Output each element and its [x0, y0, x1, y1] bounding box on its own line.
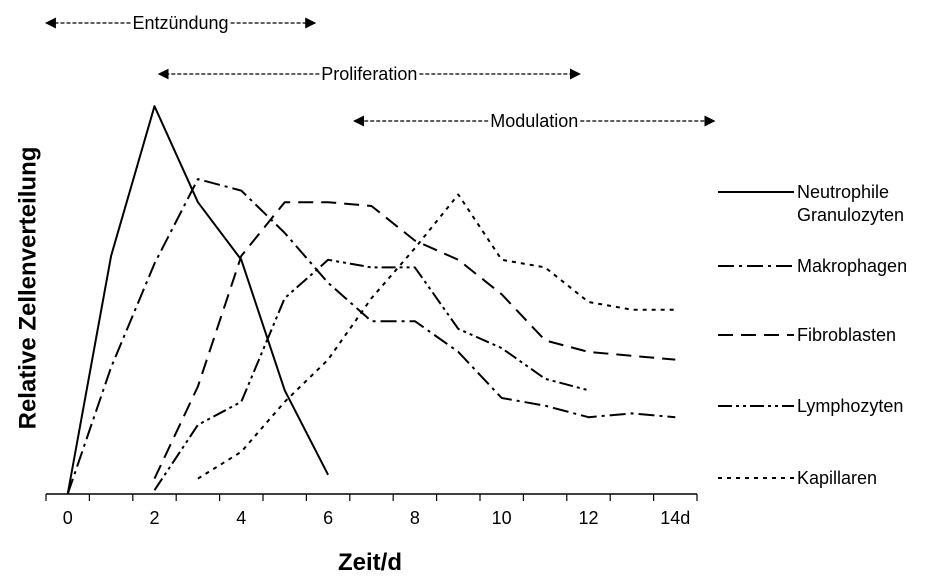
phase-label: Entzündung [132, 13, 228, 33]
series-line-4 [153, 258, 589, 491]
series-line-2 [66, 178, 676, 495]
phase-modulation: Modulation [353, 111, 716, 131]
legend-item-5: Kapillaren [718, 468, 877, 488]
legend-label: Granulozyten [797, 205, 904, 225]
phase-annotations: Entzündung Proliferation Modulation [44, 13, 716, 131]
series-line-3 [153, 201, 676, 480]
x-tick-label: 6 [323, 508, 333, 528]
legend-label: Lymphozyten [797, 396, 903, 416]
legend-label: Fibroblasten [797, 325, 896, 345]
x-tick-label: 14d [660, 508, 690, 528]
legend-item-4: Lymphozyten [718, 396, 903, 416]
legend-label: Kapillaren [797, 468, 877, 488]
legend-item-3: Fibroblasten [718, 325, 896, 345]
series-line-1 [66, 105, 329, 495]
legend: Neutrophile Granulozyten Makrophagen Fibrob… [718, 182, 907, 488]
x-axis-title: Zeit/d [338, 549, 402, 576]
x-tick-label: 10 [492, 508, 512, 528]
x-tick-label: 2 [149, 508, 159, 528]
phase-label: Modulation [490, 111, 578, 131]
x-axis: 0 2 4 6 8 10 12 14d [45, 493, 698, 528]
x-tick-label: 0 [63, 508, 73, 528]
series-lines [66, 105, 676, 495]
y-axis-title: Relative Zellenverteilung [14, 147, 41, 430]
legend-item-1: Neutrophile Granulozyten [718, 182, 904, 225]
phase-entzündung: Entzündung [44, 13, 317, 33]
legend-item-2: Makrophagen [718, 256, 907, 276]
legend-label: Neutrophile [797, 182, 889, 202]
legend-label: Makrophagen [797, 256, 907, 276]
phase-label: Proliferation [321, 64, 417, 84]
phase-proliferation: Proliferation [157, 64, 581, 84]
series-line-5 [197, 193, 676, 480]
x-tick-label: 4 [236, 508, 246, 528]
x-tick-label: 12 [578, 508, 598, 528]
x-tick-label: 8 [410, 508, 420, 528]
